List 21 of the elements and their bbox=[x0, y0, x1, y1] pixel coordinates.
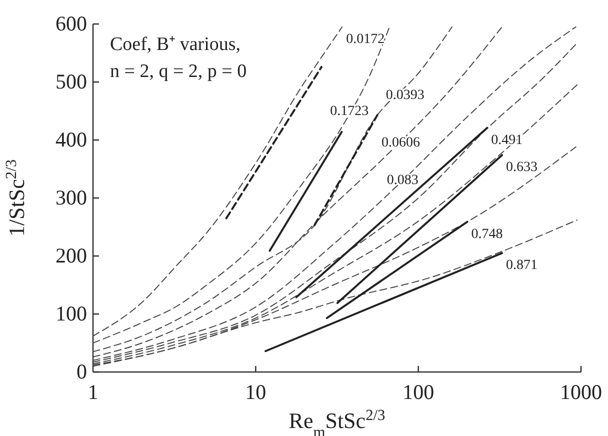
x-tick-label: 10 bbox=[245, 380, 266, 404]
annotation: 0.633 bbox=[506, 160, 538, 176]
annotation: 0.0172 bbox=[346, 32, 385, 47]
annotation: Coef, B⁺ various, bbox=[110, 34, 241, 55]
y-tick-label: 300 bbox=[56, 186, 87, 210]
y-tick-label: 0 bbox=[76, 360, 87, 384]
annotation: 0.0606 bbox=[382, 136, 420, 151]
x-tick-label: 1000 bbox=[560, 380, 602, 404]
y-tick-label: 400 bbox=[56, 128, 87, 152]
y-tick-label: 200 bbox=[56, 244, 87, 268]
annotation: 0.871 bbox=[506, 258, 538, 274]
annotation: 0.748 bbox=[471, 226, 503, 242]
y-tick-label: 500 bbox=[56, 70, 87, 94]
y-tick-label: 100 bbox=[56, 302, 87, 326]
annotation: 0.0393 bbox=[386, 88, 424, 104]
annotation: 0.083 bbox=[386, 172, 418, 188]
y-tick-label: 600 bbox=[56, 12, 87, 36]
x-tick-label: 100 bbox=[402, 380, 434, 404]
annotation: 0.491 bbox=[491, 132, 523, 148]
annotation: n = 2, q = 2, p = 0 bbox=[110, 61, 247, 82]
x-tick-label: 1 bbox=[88, 380, 98, 404]
